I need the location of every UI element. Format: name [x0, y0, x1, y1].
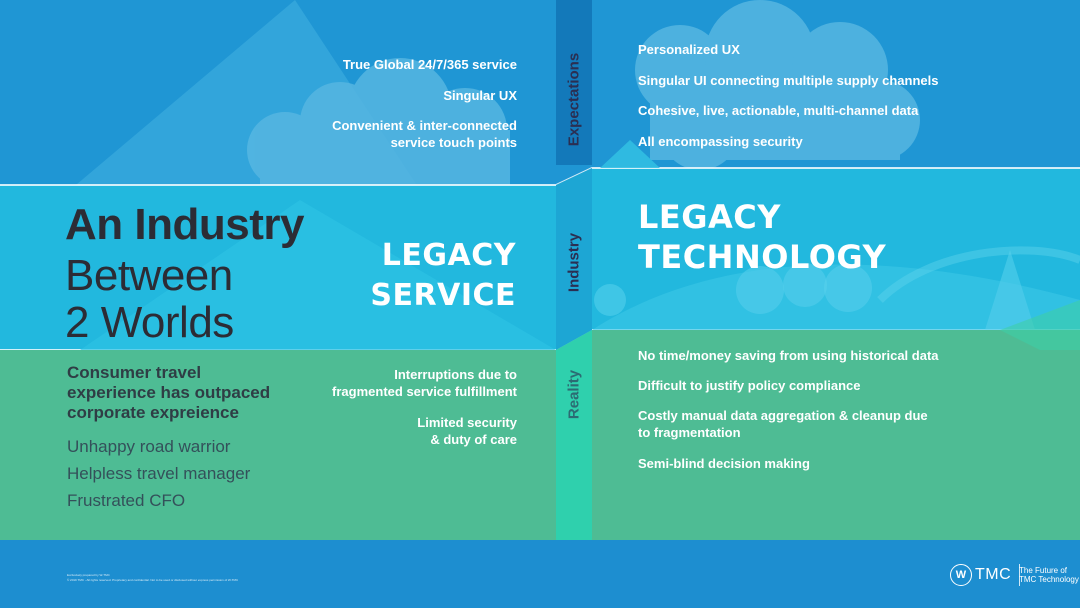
right-expectation-1: Personalized UX — [638, 42, 740, 57]
w-logo-icon: W — [950, 564, 972, 586]
footer-band — [0, 540, 1080, 608]
right-expectation-2: Singular UI connecting multiple supply c… — [638, 73, 939, 88]
right-reality-4: Semi-blind decision making — [638, 456, 810, 471]
persona-cfo: Frustrated CFO — [67, 491, 186, 510]
label-industry: Industry — [565, 232, 583, 293]
tmc-logo: W TMC — [950, 563, 1021, 587]
persona-road-warrior: Unhappy road warrior — [67, 437, 231, 456]
fine-print-1: Exclusively prepared by W-TMC — [67, 573, 110, 577]
left-reality-2: Limited security & duty of care — [417, 415, 517, 447]
label-reality: Reality — [565, 369, 583, 420]
reality-band — [0, 330, 1080, 540]
cloud-left — [247, 58, 510, 190]
tmc-logo-text: TMC — [975, 566, 1012, 583]
fine-print-2: © 2019 TMC - All rights reserved. Propri… — [67, 578, 239, 582]
headline-line-2: Between — [65, 251, 233, 300]
landscape-right — [592, 140, 1080, 330]
legacy-service-line-2: SERVICE — [370, 278, 516, 313]
legacy-technology-line-1: LEGACY — [638, 198, 781, 236]
right-reality-3: Costly manual data aggregation & cleanup… — [638, 408, 928, 440]
logo-divider — [1019, 564, 1021, 586]
label-expectations: Expectations — [565, 52, 583, 147]
left-reality-1: Interruptions due to fragmented service … — [332, 367, 517, 399]
right-expectation-4: All encompassing security — [638, 134, 803, 149]
persona-travel-manager: Helpless travel manager — [67, 464, 251, 483]
tagline-2: TMC Technology — [1019, 575, 1079, 584]
headline-line-3: 2 Worlds — [65, 298, 234, 347]
right-expectation-3: Cohesive, live, actionable, multi-channe… — [638, 103, 919, 118]
industry-column — [556, 168, 592, 350]
left-expectation-2: Singular UX — [443, 88, 517, 103]
right-reality-1: No time/money saving from using historic… — [638, 348, 939, 363]
tagline-1: The Future of — [1019, 566, 1068, 575]
left-expectation-3: Convenient & inter-connected service tou… — [332, 118, 517, 150]
legacy-service-line-1: LEGACY — [381, 238, 516, 273]
reality-column — [556, 330, 592, 540]
headline-line-1: An Industry — [65, 200, 304, 249]
right-reality-2: Difficult to justify policy compliance — [638, 378, 861, 393]
legacy-technology-line-2: TECHNOLOGY — [638, 238, 887, 276]
expectations-column — [556, 0, 592, 165]
cloud-right — [635, 0, 920, 170]
left-expectation-1: True Global 24/7/365 service — [342, 57, 517, 72]
consumer-statement: Consumer travel experience has outpaced … — [67, 363, 271, 422]
